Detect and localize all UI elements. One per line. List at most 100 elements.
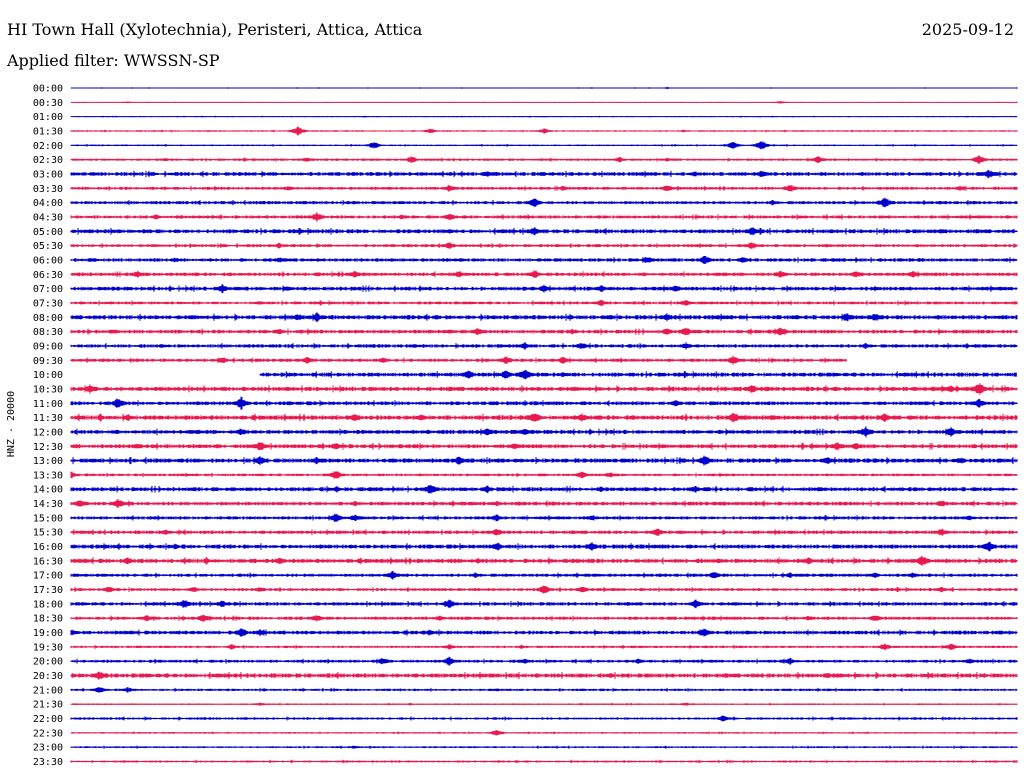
trace-line bbox=[70, 643, 1018, 651]
time-label: 12:30 bbox=[33, 442, 63, 453]
time-label: 07:30 bbox=[33, 298, 63, 309]
time-label: 18:00 bbox=[33, 599, 63, 610]
trace-line bbox=[70, 126, 1018, 136]
time-label: 14:00 bbox=[33, 485, 63, 496]
time-label: 22:30 bbox=[33, 728, 63, 739]
time-label: 00:00 bbox=[33, 84, 63, 95]
time-label: 10:00 bbox=[33, 370, 63, 381]
trace-line bbox=[70, 197, 1018, 208]
time-label: 21:00 bbox=[33, 685, 63, 696]
time-label: 09:00 bbox=[33, 341, 63, 352]
trace-line bbox=[70, 327, 1018, 336]
trace-line bbox=[70, 101, 1018, 104]
time-label: 08:00 bbox=[33, 313, 63, 324]
time-label: 23:30 bbox=[33, 757, 63, 768]
time-label: 01:00 bbox=[33, 112, 63, 123]
time-label: 15:30 bbox=[33, 528, 63, 539]
time-label: 23:00 bbox=[33, 743, 63, 754]
time-label: 06:00 bbox=[33, 255, 63, 266]
time-label: 13:00 bbox=[33, 456, 63, 467]
station-title: HI Town Hall (Xylotechnia), Peristeri, A… bbox=[7, 20, 423, 39]
trace-line bbox=[70, 484, 1018, 494]
time-label: 15:00 bbox=[33, 513, 63, 524]
trace-line bbox=[70, 455, 1018, 466]
time-label: 11:30 bbox=[33, 413, 63, 424]
trace-line bbox=[70, 270, 1018, 279]
trace-line bbox=[70, 687, 1018, 693]
trace-line bbox=[70, 396, 1018, 410]
date-label: 2025-09-12 bbox=[921, 20, 1014, 39]
time-label: 04:00 bbox=[33, 198, 63, 209]
time-label: 20:00 bbox=[33, 657, 63, 668]
time-label: 05:30 bbox=[33, 241, 63, 252]
time-label: 02:00 bbox=[33, 141, 63, 152]
time-label: 19:30 bbox=[33, 642, 63, 653]
trace-line bbox=[70, 614, 1018, 622]
trace-line bbox=[70, 355, 847, 365]
trace-line bbox=[70, 312, 1018, 323]
time-label: 21:30 bbox=[33, 700, 63, 711]
time-label: 20:30 bbox=[33, 671, 63, 682]
trace-line bbox=[70, 656, 1018, 666]
trace-line bbox=[259, 370, 1017, 380]
trace-line bbox=[70, 513, 1018, 522]
time-label: 00:30 bbox=[33, 98, 63, 109]
trace-line bbox=[70, 242, 1018, 249]
filter-label: Applied filter: WWSSN-SP bbox=[7, 51, 220, 70]
time-label: 22:00 bbox=[33, 714, 63, 725]
trace-line bbox=[70, 212, 1018, 222]
time-label: 01:30 bbox=[33, 126, 63, 137]
trace-line bbox=[70, 155, 1018, 165]
trace-line bbox=[70, 759, 1018, 764]
time-label: 04:30 bbox=[33, 212, 63, 223]
time-label: 02:30 bbox=[33, 155, 63, 166]
time-label: 14:30 bbox=[33, 499, 63, 510]
trace-line bbox=[70, 284, 1018, 294]
time-label: 08:30 bbox=[33, 327, 63, 338]
trace-line bbox=[70, 342, 1018, 350]
trace-line bbox=[70, 184, 1018, 192]
trace-line bbox=[70, 570, 1018, 580]
trace-line bbox=[70, 86, 1018, 90]
time-label: 09:30 bbox=[33, 356, 63, 367]
trace-line bbox=[70, 715, 1018, 722]
time-label: 12:00 bbox=[33, 427, 63, 438]
time-label: 10:30 bbox=[33, 384, 63, 395]
trace-line bbox=[70, 115, 1018, 118]
trace-line bbox=[70, 499, 1018, 508]
trace-line bbox=[70, 671, 1018, 680]
trace-line bbox=[70, 412, 1018, 423]
trace-line bbox=[70, 745, 1018, 749]
time-label: 17:00 bbox=[33, 571, 63, 582]
time-label: 19:00 bbox=[33, 628, 63, 639]
trace-line bbox=[70, 585, 1018, 594]
time-label: 11:00 bbox=[33, 399, 63, 410]
trace-rows: 00:00 00:30 01:00 01:30 02:00 02:30 03:00 03:30… bbox=[33, 84, 1018, 768]
time-label: 07:00 bbox=[33, 284, 63, 295]
trace-line bbox=[70, 169, 1018, 179]
trace-line bbox=[70, 541, 1018, 552]
trace-line bbox=[70, 730, 1018, 736]
trace-line bbox=[70, 141, 1018, 150]
trace-line bbox=[70, 628, 1018, 637]
trace-line bbox=[70, 426, 1018, 438]
trace-line bbox=[70, 299, 1018, 307]
time-label: 03:30 bbox=[33, 184, 63, 195]
time-label: 16:30 bbox=[33, 556, 63, 567]
trace-line bbox=[70, 442, 1018, 451]
y-axis-label: HNZ - 20000 bbox=[6, 391, 17, 457]
time-label: 18:30 bbox=[33, 614, 63, 625]
trace-line bbox=[70, 599, 1018, 609]
time-label: 16:00 bbox=[33, 542, 63, 553]
trace-line bbox=[70, 256, 1018, 264]
trace-line bbox=[70, 383, 1018, 395]
trace-line bbox=[70, 471, 1018, 479]
time-label: 03:00 bbox=[33, 169, 63, 180]
trace-line bbox=[70, 227, 1018, 236]
time-label: 17:30 bbox=[33, 585, 63, 596]
time-label: 05:00 bbox=[33, 227, 63, 238]
trace-line bbox=[70, 555, 1018, 566]
trace-line bbox=[70, 702, 1018, 706]
time-label: 06:30 bbox=[33, 270, 63, 281]
